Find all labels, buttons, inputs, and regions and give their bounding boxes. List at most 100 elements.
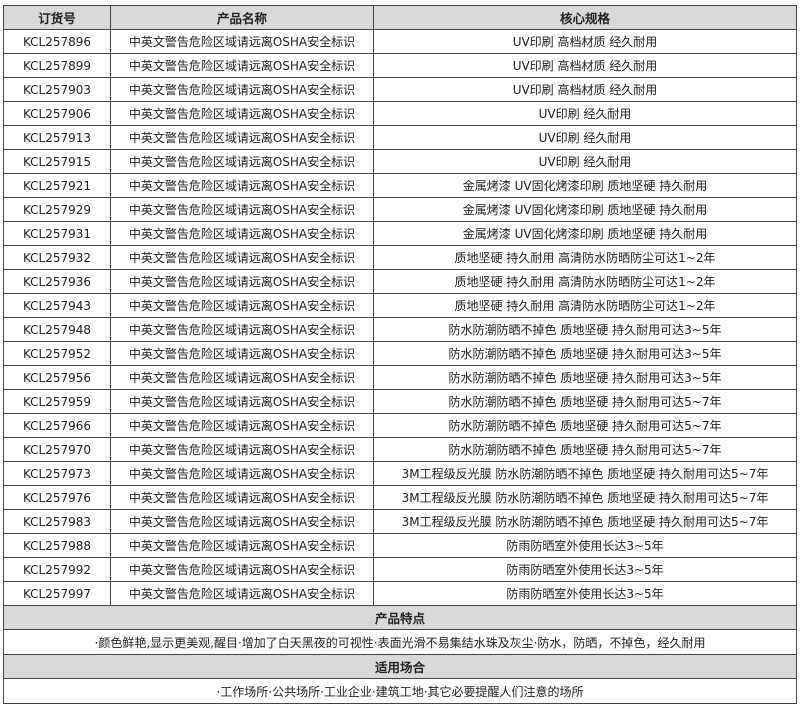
product-name-cell: 中英文警告危险区域请远离OSHA安全标识 — [110, 581, 374, 606]
table-row: KCL257992 中英文警告危险区域请远离OSHA安全标识 防雨防晒室外使用长达3… — [3, 557, 797, 582]
core-spec-cell: 金属烤漆 UV固化烤漆印刷 质地坚硬 持久耐用 — [373, 173, 797, 198]
features-header-row: 产品特点 — [3, 605, 797, 630]
product-name-cell: 中英文警告危险区域请远离OSHA安全标识 — [110, 53, 374, 78]
table-row: KCL257936 中英文警告危险区域请远离OSHA安全标识 质地坚硬 持久耐用 高… — [3, 269, 797, 294]
core-spec-cell: UV印刷 经久耐用 — [373, 101, 797, 126]
table-row: KCL257970 中英文警告危险区域请远离OSHA安全标识 防水防潮防晒不掉色 质… — [3, 437, 797, 462]
core-spec-cell: 质地坚硬 持久耐用 高清防水防晒防尘可达1~2年 — [373, 293, 797, 318]
order-number-cell: KCL257906 — [3, 101, 111, 126]
order-number-cell: KCL257915 — [3, 149, 111, 174]
table-row: KCL257966 中英文警告危险区域请远离OSHA安全标识 防水防潮防晒不掉色 质… — [3, 413, 797, 438]
order-number-cell: KCL257956 — [3, 365, 111, 390]
core-spec-cell: 质地坚硬 持久耐用 高清防水防晒防尘可达1~2年 — [373, 245, 797, 270]
table-row: KCL257932 中英文警告危险区域请远离OSHA安全标识 质地坚硬 持久耐用 高… — [3, 245, 797, 270]
core-spec-cell: UV印刷 经久耐用 — [373, 125, 797, 150]
header-order-number: 订货号 — [3, 5, 111, 30]
order-number-cell: KCL257948 — [3, 317, 111, 342]
table-row: KCL257903 中英文警告危险区域请远离OSHA安全标识 UV印刷 高档材质 经… — [3, 77, 797, 102]
product-name-cell: 中英文警告危险区域请远离OSHA安全标识 — [110, 221, 374, 246]
header-row: 订货号 产品名称 核心规格 — [3, 5, 797, 30]
product-name-cell: 中英文警告危险区域请远离OSHA安全标识 — [110, 461, 374, 486]
order-number-cell: KCL257976 — [3, 485, 111, 510]
order-number-cell: KCL257952 — [3, 341, 111, 366]
table-row: KCL257952 中英文警告危险区域请远离OSHA安全标识 防水防潮防晒不掉色 质… — [3, 341, 797, 366]
product-name-cell: 中英文警告危险区域请远离OSHA安全标识 — [110, 245, 374, 270]
product-name-cell: 中英文警告危险区域请远离OSHA安全标识 — [110, 485, 374, 510]
table-row: KCL257983 中英文警告危险区域请远离OSHA安全标识 3M工程级反光膜 防水… — [3, 509, 797, 534]
table-row: KCL257906 中英文警告危险区域请远离OSHA安全标识 UV印刷 经久耐用 — [3, 101, 797, 126]
core-spec-cell: 防水防潮防晒不掉色 质地坚硬 持久耐用可达3~5年 — [373, 341, 797, 366]
product-name-cell: 中英文警告危险区域请远离OSHA安全标识 — [110, 533, 374, 558]
product-name-cell: 中英文警告危险区域请远离OSHA安全标识 — [110, 437, 374, 462]
product-name-cell: 中英文警告危险区域请远离OSHA安全标识 — [110, 557, 374, 582]
order-number-cell: KCL257997 — [3, 581, 111, 606]
product-name-cell: 中英文警告危险区域请远离OSHA安全标识 — [110, 389, 374, 414]
product-name-cell: 中英文警告危险区域请远离OSHA安全标识 — [110, 317, 374, 342]
usage-row: ·工作场所·公共场所·工业企业·建筑工地·其它必要提醒人们注意的场所 — [3, 678, 797, 704]
order-number-cell: KCL257932 — [3, 245, 111, 270]
features-title: 产品特点 — [3, 605, 797, 630]
core-spec-cell: 3M工程级反光膜 防水防潮防晒不掉色 质地坚硬 持久耐用可达5~7年 — [373, 509, 797, 534]
table-row: KCL257899 中英文警告危险区域请远离OSHA安全标识 UV印刷 高档材质 经… — [3, 53, 797, 78]
usage-title: 适用场合 — [3, 654, 797, 679]
table-row: KCL257896 中英文警告危险区域请远离OSHA安全标识 UV印刷 高档材质 经… — [3, 29, 797, 54]
core-spec-cell: 3M工程级反光膜 防水防潮防晒不掉色 质地坚硬 持久耐用可达5~7年 — [373, 461, 797, 486]
product-name-cell: 中英文警告危险区域请远离OSHA安全标识 — [110, 293, 374, 318]
product-name-cell: 中英文警告危险区域请远离OSHA安全标识 — [110, 29, 374, 54]
table-row: KCL257973 中英文警告危险区域请远离OSHA安全标识 3M工程级反光膜 防水… — [3, 461, 797, 486]
features-text: ·颜色鲜艳,显示更美观,醒目·增加了白天黑夜的可视性·表面光滑不易集结水珠及灰尘… — [3, 629, 797, 655]
order-number-cell: KCL257931 — [3, 221, 111, 246]
core-spec-cell: 防雨防晒室外使用长达3~5年 — [373, 557, 797, 582]
table-row: KCL257997 中英文警告危险区域请远离OSHA安全标识 防雨防晒室外使用长达3… — [3, 581, 797, 606]
header-core-spec: 核心规格 — [373, 5, 797, 30]
order-number-cell: KCL257970 — [3, 437, 111, 462]
core-spec-cell: UV印刷 高档材质 经久耐用 — [373, 29, 797, 54]
usage-header-row: 适用场合 — [3, 654, 797, 679]
core-spec-cell: 防雨防晒室外使用长达3~5年 — [373, 533, 797, 558]
order-number-cell: KCL257903 — [3, 77, 111, 102]
core-spec-cell: 防水防潮防晒不掉色 质地坚硬 持久耐用可达5~7年 — [373, 437, 797, 462]
table-row: KCL257959 中英文警告危险区域请远离OSHA安全标识 防水防潮防晒不掉色 质… — [3, 389, 797, 414]
core-spec-cell: 防水防潮防晒不掉色 质地坚硬 持久耐用可达3~5年 — [373, 365, 797, 390]
order-number-cell: KCL257943 — [3, 293, 111, 318]
core-spec-cell: 金属烤漆 UV固化烤漆印刷 质地坚硬 持久耐用 — [373, 197, 797, 222]
table-row: KCL257929 中英文警告危险区域请远离OSHA安全标识 金属烤漆 UV固化烤漆… — [3, 197, 797, 222]
core-spec-cell: 金属烤漆 UV固化烤漆印刷 质地坚硬 持久耐用 — [373, 221, 797, 246]
header-product-name: 产品名称 — [110, 5, 374, 30]
product-name-cell: 中英文警告危险区域请远离OSHA安全标识 — [110, 509, 374, 534]
product-name-cell: 中英文警告危险区域请远离OSHA安全标识 — [110, 197, 374, 222]
order-number-cell: KCL257896 — [3, 29, 111, 54]
order-number-cell: KCL257973 — [3, 461, 111, 486]
product-name-cell: 中英文警告危险区域请远离OSHA安全标识 — [110, 413, 374, 438]
product-name-cell: 中英文警告危险区域请远离OSHA安全标识 — [110, 269, 374, 294]
core-spec-cell: 防雨防晒室外使用长达3~5年 — [373, 581, 797, 606]
core-spec-cell: 质地坚硬 持久耐用 高清防水防晒防尘可达1~2年 — [373, 269, 797, 294]
order-number-cell: KCL257921 — [3, 173, 111, 198]
order-number-cell: KCL257913 — [3, 125, 111, 150]
table-row: KCL257988 中英文警告危险区域请远离OSHA安全标识 防雨防晒室外使用长达3… — [3, 533, 797, 558]
core-spec-cell: UV印刷 经久耐用 — [373, 149, 797, 174]
order-number-cell: KCL257988 — [3, 533, 111, 558]
features-row: ·颜色鲜艳,显示更美观,醒目·增加了白天黑夜的可视性·表面光滑不易集结水珠及灰尘… — [3, 629, 797, 655]
product-name-cell: 中英文警告危险区域请远离OSHA安全标识 — [110, 149, 374, 174]
usage-text: ·工作场所·公共场所·工业企业·建筑工地·其它必要提醒人们注意的场所 — [3, 678, 797, 704]
table-row: KCL257943 中英文警告危险区域请远离OSHA安全标识 质地坚硬 持久耐用 高… — [3, 293, 797, 318]
core-spec-cell: 防水防潮防晒不掉色 质地坚硬 持久耐用可达5~7年 — [373, 413, 797, 438]
order-number-cell: KCL257936 — [3, 269, 111, 294]
table-row: KCL257976 中英文警告危险区域请远离OSHA安全标识 3M工程级反光膜 防水… — [3, 485, 797, 510]
order-number-cell: KCL257929 — [3, 197, 111, 222]
table-row: KCL257921 中英文警告危险区域请远离OSHA安全标识 金属烤漆 UV固化烤漆… — [3, 173, 797, 198]
order-number-cell: KCL257899 — [3, 53, 111, 78]
table-row: KCL257931 中英文警告危险区域请远离OSHA安全标识 金属烤漆 UV固化烤漆… — [3, 221, 797, 246]
table-row: KCL257956 中英文警告危险区域请远离OSHA安全标识 防水防潮防晒不掉色 质… — [3, 365, 797, 390]
product-name-cell: 中英文警告危险区域请远离OSHA安全标识 — [110, 125, 374, 150]
product-name-cell: 中英文警告危险区域请远离OSHA安全标识 — [110, 101, 374, 126]
order-number-cell: KCL257983 — [3, 509, 111, 534]
product-spec-table: 订货号 产品名称 核心规格 KCL257896 中英文警告危险区域请远离OSHA安… — [3, 5, 797, 704]
core-spec-cell: 防水防潮防晒不掉色 质地坚硬 持久耐用可达3~5年 — [373, 317, 797, 342]
core-spec-cell: 3M工程级反光膜 防水防潮防晒不掉色 质地坚硬 持久耐用可达5~7年 — [373, 485, 797, 510]
product-name-cell: 中英文警告危险区域请远离OSHA安全标识 — [110, 365, 374, 390]
order-number-cell: KCL257959 — [3, 389, 111, 414]
core-spec-cell: UV印刷 高档材质 经久耐用 — [373, 77, 797, 102]
order-number-cell: KCL257992 — [3, 557, 111, 582]
